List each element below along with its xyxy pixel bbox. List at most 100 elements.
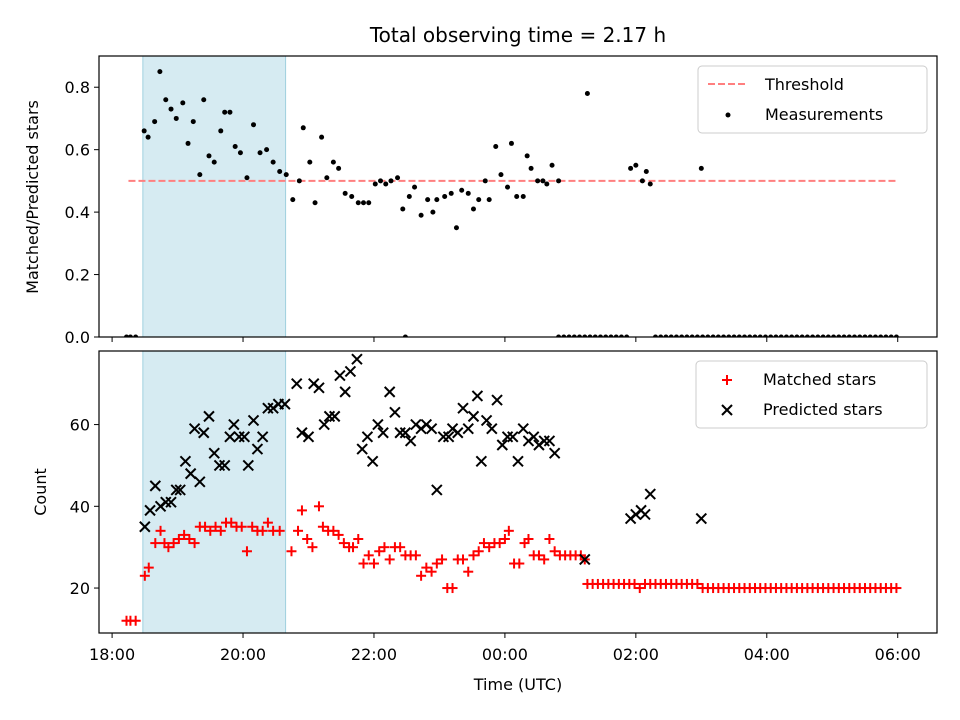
measurement-point — [684, 334, 690, 337]
measurement-point — [710, 334, 716, 337]
measurement-point — [465, 190, 471, 196]
top-axes-frame — [98, 55, 938, 338]
measurement-point — [442, 194, 448, 199]
predicted-star-point — [233, 431, 245, 443]
measurement-point — [378, 178, 384, 184]
predicted-star-marker-b — [437, 431, 450, 443]
measurement-point — [698, 165, 704, 171]
matched-star-point — [437, 554, 448, 565]
predicted-star-point — [179, 455, 192, 468]
matched-star-point — [533, 550, 544, 561]
matched-star-point — [692, 578, 703, 589]
predicted-star-marker-b — [501, 431, 514, 443]
predicted-star-marker-b — [457, 402, 469, 414]
measurement-point — [180, 100, 186, 106]
bottom-legend-frame — [695, 360, 928, 429]
measurement-point — [498, 172, 504, 178]
predicted-star-point — [480, 414, 493, 427]
measurement-point — [804, 334, 810, 337]
matched-star-point — [358, 558, 369, 569]
measurement-point — [127, 334, 133, 337]
matched-star-point — [163, 542, 174, 553]
matched-star-point — [200, 521, 211, 532]
predicted-star-marker-b — [356, 443, 368, 455]
predicted-star-point — [425, 422, 438, 435]
measurement-point — [257, 150, 263, 156]
top-panel: 0.00.20.40.60.8 Matched/Predicted stars … — [23, 55, 938, 347]
measurement-point — [290, 197, 296, 203]
predicted-star-point — [452, 427, 464, 439]
measurement-point — [566, 334, 572, 337]
matched-star-point — [514, 558, 525, 569]
legend-predicted-label: Predicted stars — [763, 400, 883, 419]
measurement-point — [794, 334, 800, 337]
predicted-star-point — [517, 422, 529, 435]
measurement-point — [168, 106, 174, 112]
predicted-star-point — [296, 427, 308, 439]
predicted-star-marker-b — [528, 431, 540, 443]
matched-star-point — [130, 615, 141, 626]
matched-star-point — [333, 529, 344, 540]
chart-title: Total observing time = 2.17 h — [369, 23, 666, 47]
matched-star-point — [139, 570, 150, 581]
matched-star-point — [210, 521, 221, 532]
measurement-point — [486, 197, 492, 203]
matched-star-point — [368, 558, 379, 569]
predicted-star-marker-b — [262, 402, 274, 414]
predicted-star-marker-b — [404, 435, 417, 447]
measurement-point — [715, 334, 721, 337]
top-y-tick-label: 0.8 — [65, 78, 90, 97]
top-legend-frame — [697, 65, 928, 134]
predicted-star-point — [213, 459, 226, 472]
bottom-panel: 20 40 60 18:00 20:00 22:00 00:00 02:00 04:00 06:… — [31, 350, 938, 694]
predicted-star-point — [404, 435, 417, 447]
legend-matched-label: Matched stars — [763, 370, 876, 389]
predicted-star-point — [377, 427, 389, 439]
top-y-tick-label: 0.2 — [65, 266, 90, 285]
measurement-point — [366, 200, 372, 206]
legend-measurements-label: Measurements — [765, 105, 883, 124]
predicted-star-marker-b — [188, 422, 201, 435]
bottom-y-axis-label: Count — [31, 468, 50, 516]
measurement-point — [726, 334, 732, 337]
predicted-star-point — [538, 435, 550, 447]
measurement-point — [425, 197, 431, 203]
measurement-point — [762, 334, 768, 337]
measurement-point — [705, 334, 711, 337]
measurement-point — [789, 334, 795, 337]
measurement-point — [123, 334, 129, 337]
predicted-star-marker-b — [291, 377, 303, 390]
matched-star-point — [544, 534, 555, 544]
matched-star-point — [473, 546, 484, 557]
measurement-point — [173, 115, 179, 121]
measurement-point — [862, 334, 868, 337]
matched-star-point — [184, 534, 195, 544]
matched-star-point — [549, 546, 560, 557]
predicted-star-marker-b — [486, 422, 498, 435]
measurement-point — [270, 159, 276, 165]
predicted-star-marker-b — [517, 422, 529, 435]
predicted-star-marker-b — [313, 382, 325, 394]
measurement-point — [773, 334, 779, 337]
top-data-layer — [123, 69, 899, 337]
predicted-star-marker-b — [475, 455, 488, 468]
measurement-point — [825, 334, 831, 337]
measurement-point — [388, 178, 394, 184]
matched-star-point — [205, 525, 216, 536]
matched-star-point — [384, 554, 395, 565]
predicted-star-marker-b — [218, 459, 231, 472]
top-y-tick-label: 0.4 — [65, 203, 90, 222]
x-tick-label: 20:00 — [220, 645, 266, 664]
measurement-point — [430, 209, 436, 215]
predicted-star-point — [501, 431, 514, 443]
predicted-star-marker-b — [366, 455, 379, 468]
measurement-point — [592, 334, 598, 337]
matched-star-point — [410, 550, 421, 561]
measurement-point — [300, 125, 306, 131]
matched-star-point — [179, 529, 190, 540]
measurement-point — [190, 119, 196, 125]
predicted-star-point — [389, 406, 401, 419]
measurement-point — [355, 200, 361, 206]
measurement-point — [349, 194, 355, 199]
predicted-star-marker-b — [496, 439, 508, 451]
